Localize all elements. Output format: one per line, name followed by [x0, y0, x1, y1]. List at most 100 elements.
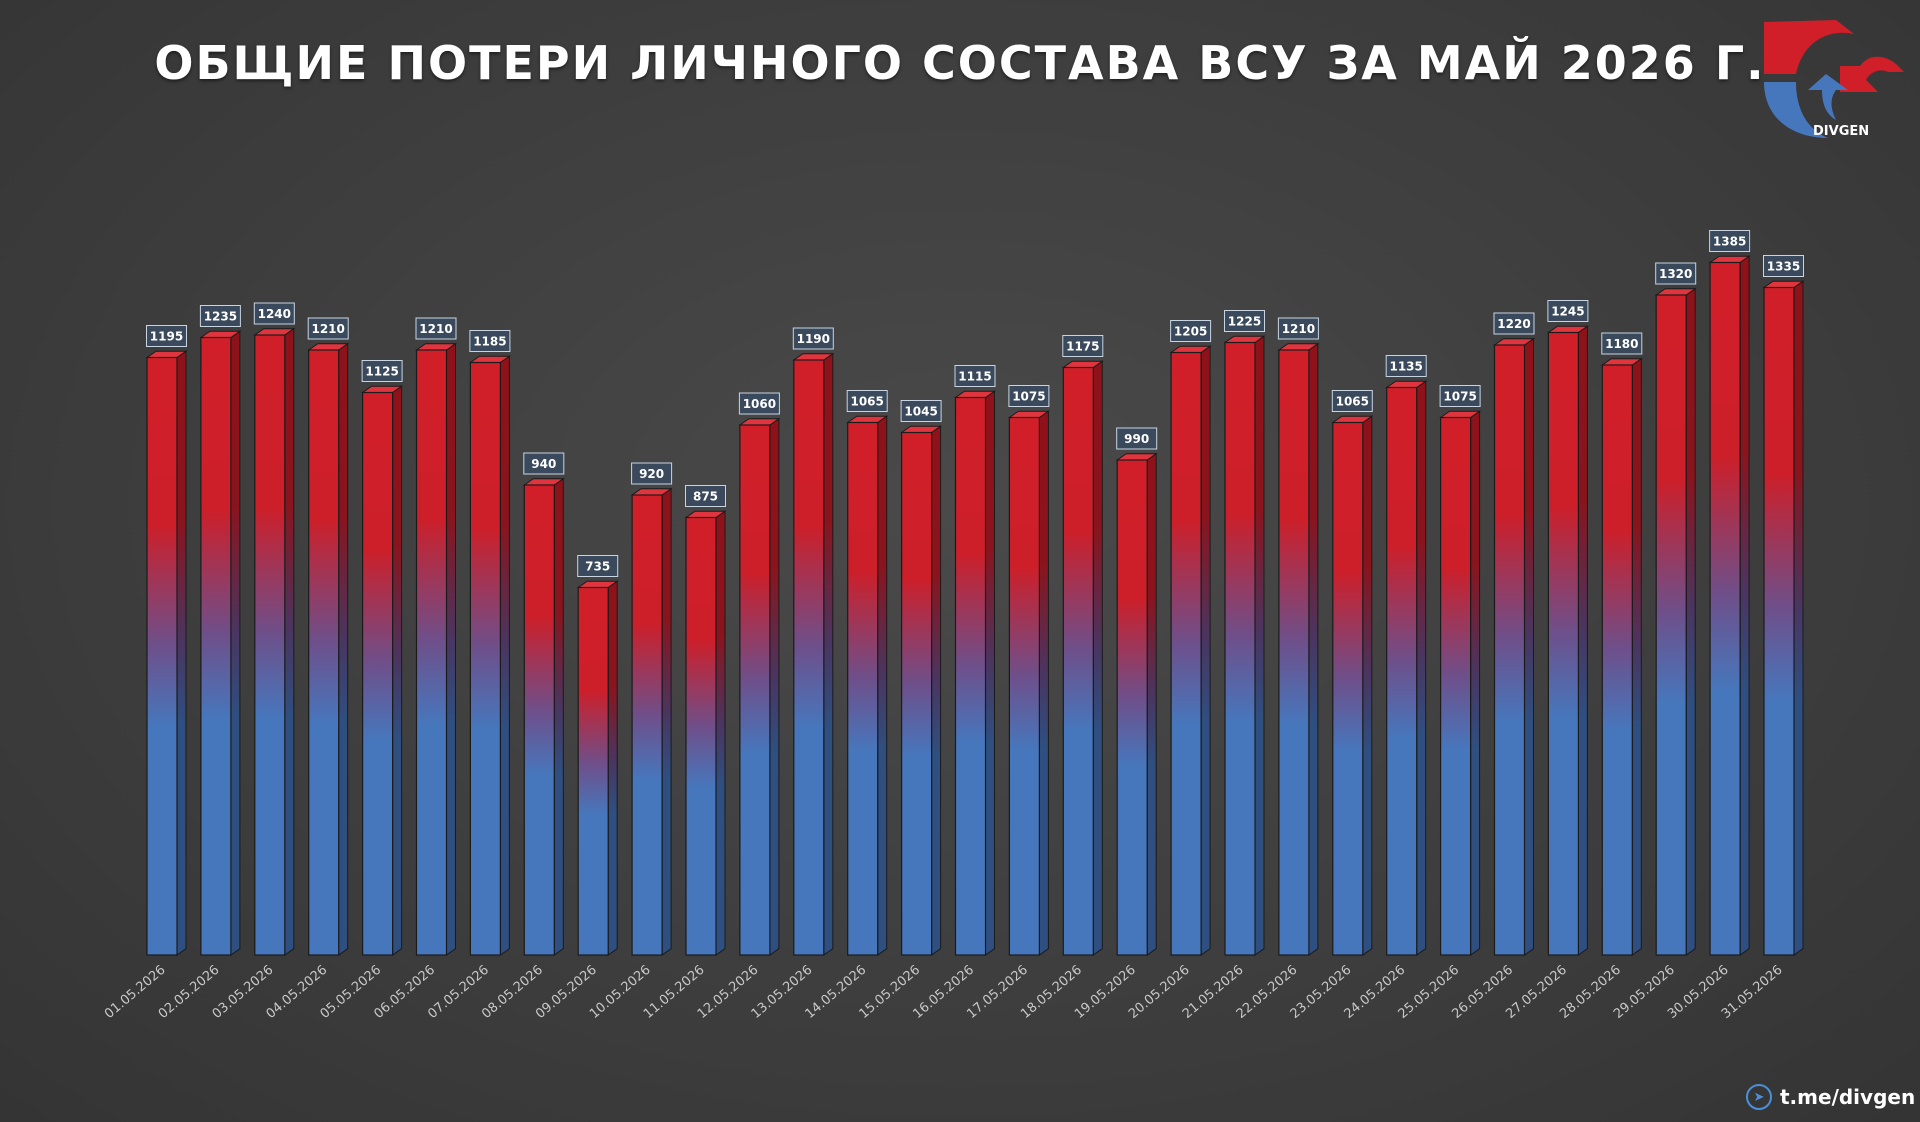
- bar-front: [900, 431, 933, 956]
- bar-front: [954, 396, 987, 956]
- bar-side: [499, 355, 510, 956]
- data-label: 1220: [1493, 312, 1535, 335]
- data-label: 1075: [1439, 385, 1481, 407]
- data-label-text: 1385: [1713, 235, 1746, 249]
- data-label: 1335: [1763, 255, 1804, 277]
- data-label-text: 1075: [1443, 390, 1476, 404]
- data-label-text: 1065: [850, 395, 883, 409]
- data-label-text: 1045: [904, 405, 937, 419]
- bar-21: [1223, 335, 1266, 956]
- bar-26: [1492, 337, 1536, 956]
- bar-4: [307, 342, 350, 956]
- data-label-text: 1125: [365, 365, 398, 379]
- data-label-box: [738, 392, 780, 415]
- bar-side: [1685, 287, 1696, 956]
- bar-side: [607, 580, 618, 956]
- data-label-text: 1220: [1497, 317, 1530, 331]
- bar-side: [230, 330, 241, 956]
- bar-front: [1062, 366, 1094, 956]
- bar-25: [1439, 410, 1482, 956]
- data-label-text: 1180: [1605, 337, 1638, 351]
- bar-front: [577, 586, 609, 956]
- bar-8: [522, 477, 565, 956]
- data-label-box: [523, 452, 565, 475]
- chart-title: ОБЩИЕ ПОТЕРИ ЛИЧНОГО СОСТАВА ВСУ ЗА МАЙ …: [154, 36, 1766, 90]
- data-label-text: 1190: [797, 332, 830, 346]
- data-label-text: 990: [1124, 432, 1149, 446]
- data-label: 1210: [415, 317, 457, 340]
- bar-11: [684, 510, 727, 956]
- data-label: 1180: [1601, 332, 1643, 355]
- data-label-text: 1135: [1389, 360, 1422, 374]
- data-label-box: [1385, 355, 1427, 377]
- data-label-text: 1235: [204, 310, 237, 324]
- data-label: 1060: [738, 392, 780, 415]
- data-label: 1075: [1008, 385, 1050, 407]
- data-label-text: 875: [693, 490, 718, 504]
- bar-side: [1038, 410, 1049, 956]
- footer-link[interactable]: ➤ t.me/divgen: [1746, 1082, 1915, 1112]
- data-label-text: 1065: [1336, 395, 1369, 409]
- data-label-text: 1240: [258, 307, 291, 321]
- bar-front: [1278, 349, 1310, 956]
- bar-side: [1470, 410, 1481, 956]
- data-label-text: 1210: [311, 322, 344, 336]
- data-label: 875: [685, 485, 726, 507]
- data-label-text: 920: [639, 467, 664, 481]
- data-label-text: 1225: [1228, 315, 1261, 329]
- bar-front: [1709, 261, 1741, 956]
- data-label: 1245: [1547, 300, 1589, 322]
- data-label-box: [1655, 262, 1697, 285]
- data-label-box: [846, 390, 888, 412]
- data-label-box: [1709, 230, 1751, 252]
- data-label: 1115: [954, 365, 996, 387]
- data-label-text: 1210: [1282, 322, 1315, 336]
- bar-side: [1416, 380, 1427, 956]
- data-label: 1175: [1062, 335, 1104, 357]
- bar-front: [1008, 416, 1041, 956]
- bar-front: [1493, 344, 1526, 956]
- data-label: 1240: [253, 302, 295, 325]
- bar-front: [685, 516, 717, 956]
- bar-29: [1654, 287, 1697, 956]
- data-label: 1065: [1331, 390, 1373, 412]
- bar-side: [823, 352, 834, 956]
- data-label-text: 735: [585, 560, 610, 574]
- data-label-box: [1493, 312, 1535, 335]
- divgen-logo-icon: [1764, 20, 1904, 138]
- bar-front: [631, 494, 663, 956]
- bar-16: [953, 390, 997, 956]
- bar-side: [1631, 357, 1642, 956]
- bar-7: [468, 355, 511, 956]
- data-label-text: 1115: [958, 370, 991, 384]
- bar-front: [1224, 341, 1256, 956]
- telegram-icon: ➤: [1746, 1084, 1772, 1110]
- footer-link-text: t.me/divgen: [1780, 1085, 1916, 1109]
- data-label-box: [415, 317, 457, 340]
- bar-12: [738, 417, 781, 956]
- bar-3: [253, 327, 296, 956]
- bar-10: [630, 487, 673, 956]
- bar-18: [1061, 360, 1104, 956]
- data-label-box: [900, 400, 942, 422]
- data-label-box: [1277, 317, 1319, 340]
- data-label-box: [1439, 385, 1481, 407]
- bar-front: [1116, 459, 1148, 956]
- data-label: 1205: [1170, 320, 1212, 342]
- data-label: 1385: [1709, 230, 1751, 252]
- bar-side: [1254, 335, 1265, 956]
- bar-28: [1600, 357, 1643, 956]
- data-label-box: [307, 317, 349, 340]
- data-label-box: [469, 330, 511, 352]
- bar-30: [1708, 255, 1751, 956]
- bar-14: [846, 415, 889, 956]
- bar-side: [1092, 360, 1103, 956]
- data-label-text: 1175: [1066, 340, 1099, 354]
- bar-17: [1007, 410, 1050, 956]
- data-label: 1065: [846, 390, 888, 412]
- bar-front: [200, 336, 232, 956]
- bar-side: [338, 342, 349, 956]
- data-label: 1195: [146, 325, 187, 347]
- bar-front: [254, 334, 286, 956]
- data-label-box: [361, 360, 403, 382]
